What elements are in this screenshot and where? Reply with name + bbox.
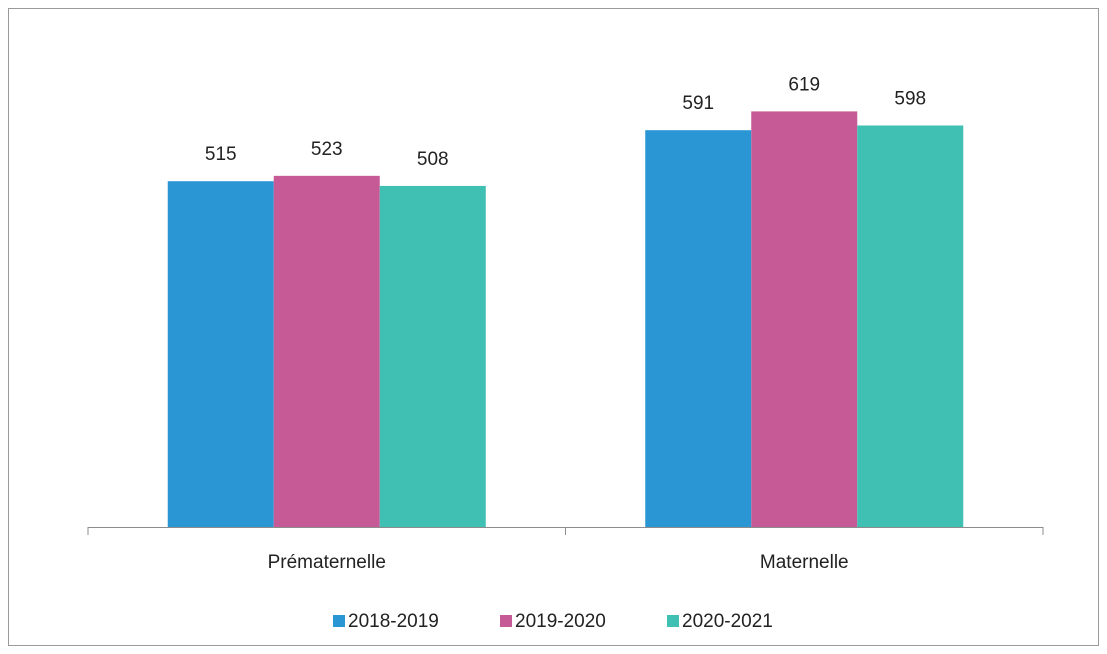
legend-label: 2018-2019 xyxy=(348,611,439,632)
x-tick-label: Maternelle xyxy=(760,552,849,573)
legend-swatch xyxy=(333,615,345,627)
bar xyxy=(857,125,964,527)
legend-swatch xyxy=(667,615,679,627)
data-label: 508 xyxy=(417,149,449,170)
bar xyxy=(273,175,380,528)
legend-label: 2019-2020 xyxy=(515,611,606,632)
data-label: 523 xyxy=(311,139,343,160)
data-label: 515 xyxy=(205,144,237,165)
bar xyxy=(167,181,274,527)
data-label: 598 xyxy=(894,89,926,110)
bar xyxy=(751,111,858,527)
data-label: 619 xyxy=(788,74,820,95)
data-label: 591 xyxy=(682,93,714,114)
x-tick-label: Prématernelle xyxy=(268,552,386,573)
bar xyxy=(645,130,752,527)
legend-swatch xyxy=(500,615,512,627)
legend-label: 2020-2021 xyxy=(682,611,773,632)
bar xyxy=(379,185,486,527)
